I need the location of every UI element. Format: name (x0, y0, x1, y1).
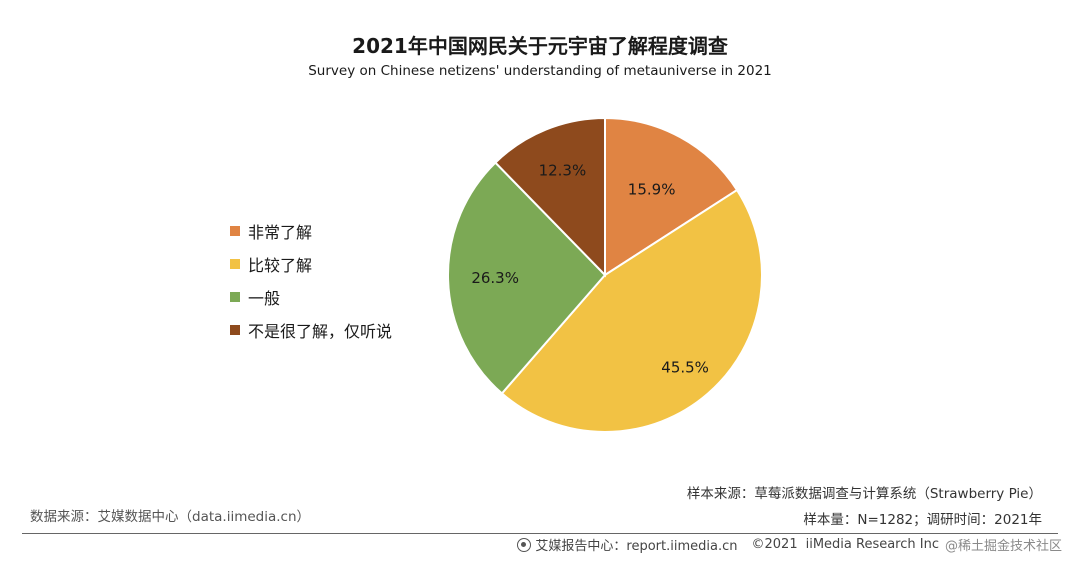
chart-subtitle: Survey on Chinese netizens' understandin… (308, 63, 772, 79)
legend-swatch (230, 258, 240, 269)
chart-legend: 非常了解比较了解一般不是很了解，仅听说 (230, 214, 392, 346)
legend-label: 一般 (248, 288, 281, 308)
footer-report-link[interactable]: 艾媒报告中心：report.iimedia.cn (535, 539, 738, 554)
chart-title: 2021年中国网民关于元宇宙了解程度调查 (352, 34, 728, 58)
footer-copyright: ©2021 (751, 537, 798, 552)
slice-value-label: 15.9% (628, 181, 676, 199)
sample-size: 样本量：N=1282；调研时间：2021年 (803, 512, 1042, 528)
legend-swatch (230, 225, 240, 236)
legend-item: 比较了解 (230, 247, 392, 280)
footer: 艾媒报告中心：report.iimedia.cn ©2021 iiMedia R… (517, 535, 1062, 554)
legend-item: 不是很了解，仅听说 (230, 313, 392, 346)
pie-slice (500, 188, 763, 433)
legend-label: 非常了解 (248, 222, 313, 242)
pie-chart: 15.9% 45.5% 26.3% 12.3% (447, 116, 763, 433)
pie-slice (447, 161, 607, 395)
pie-slice (493, 116, 606, 278)
watermark: @稀土掘金技术社区 (944, 539, 1062, 554)
pie-slice (604, 116, 739, 277)
slice-value-label: 45.5% (661, 359, 709, 377)
data-source: 数据来源：艾媒数据中心（data.iimedia.cn） (30, 509, 311, 525)
slice-value-label: 26.3% (471, 269, 519, 287)
footer-divider (22, 533, 1058, 534)
iimedia-logo-icon (517, 537, 532, 552)
legend-label: 比较了解 (248, 255, 313, 275)
legend-label: 不是很了解，仅听说 (248, 321, 393, 341)
slice-value-label: 12.3% (539, 161, 587, 179)
legend-swatch (230, 324, 240, 335)
legend-item: 非常了解 (230, 214, 392, 247)
sample-source: 样本来源：草莓派数据调查与计算系统（Strawberry Pie） (686, 486, 1042, 502)
footer-org: iiMedia Research Inc (805, 537, 939, 552)
legend-swatch (230, 291, 240, 302)
legend-item: 一般 (230, 280, 392, 313)
